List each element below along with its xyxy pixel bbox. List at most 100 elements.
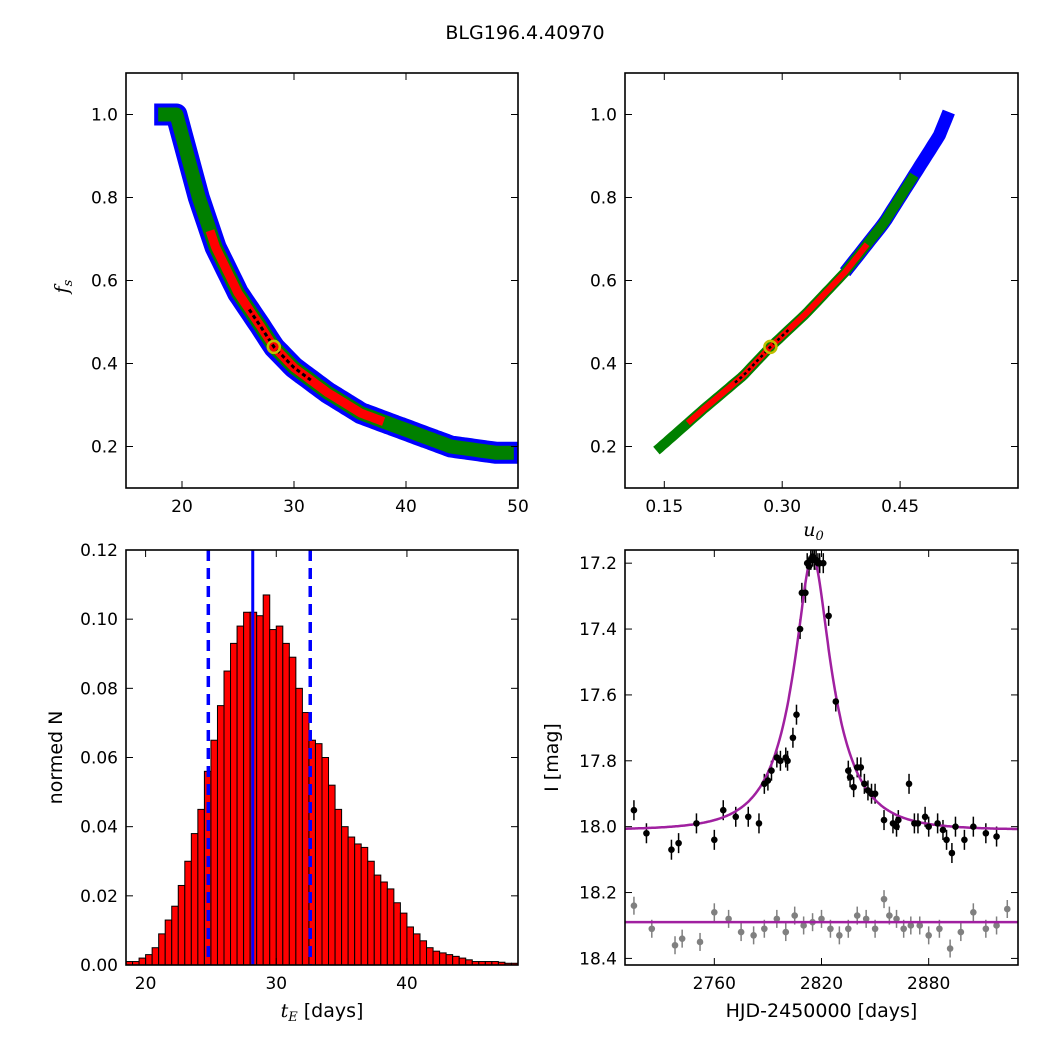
y-tick-label: 1.0: [590, 106, 617, 126]
x-axis-label: tE [days]: [281, 1000, 364, 1025]
data-point: [693, 820, 700, 827]
histogram-bar: [452, 955, 460, 965]
histogram-bar: [223, 670, 232, 965]
data-point: [861, 780, 868, 788]
data-point-secondary: [862, 915, 870, 923]
data-point-secondary: [725, 915, 732, 923]
histogram-bar: [445, 954, 454, 965]
y-axis-label: fs: [51, 279, 76, 295]
posterior-density: [653, 109, 955, 455]
histogram-bar: [295, 687, 303, 965]
histogram-bar: [412, 933, 421, 965]
data-point: [982, 829, 990, 837]
data-point-secondary: [750, 932, 757, 939]
data-point: [777, 757, 784, 765]
data-point-secondary: [957, 928, 965, 936]
data-point: [895, 816, 902, 824]
histogram-bar: [275, 625, 284, 965]
histogram-bar: [288, 656, 297, 965]
data-point-secondary: [916, 922, 924, 929]
y-tick-label: 18.2: [579, 884, 617, 904]
y-tick-label: 18.4: [579, 949, 617, 969]
data-point-secondary: [853, 912, 861, 919]
histogram-bar: [458, 957, 467, 965]
histogram-bar: [145, 954, 153, 965]
data-point-secondary: [711, 909, 718, 916]
y-tick-label: 0.00: [80, 956, 118, 976]
data-point: [793, 711, 800, 718]
data-point: [846, 773, 854, 781]
x-tick-label: 2820: [800, 974, 843, 994]
panel-lightcurve: 2760 2820 2880 17.2 17.4 17.6 17.8 18.0 18.2 18.4…: [541, 549, 1019, 1022]
x-tick-label: 0.30: [763, 497, 801, 517]
data-point: [832, 698, 840, 705]
figure-title: BLG196.4.40970: [445, 22, 605, 44]
histogram-bar: [262, 594, 271, 965]
histogram-bar: [197, 808, 205, 965]
data-point-secondary: [800, 922, 807, 929]
histogram-bar: [243, 611, 251, 965]
y-tick-label: 0.2: [590, 438, 617, 458]
data-point-secondary: [886, 912, 893, 919]
data-point: [993, 833, 1000, 840]
histogram-bar: [301, 712, 310, 965]
x-tick-label: 40: [395, 497, 417, 517]
middle-region: [653, 172, 919, 455]
histogram-bar: [158, 933, 166, 965]
x-tick-label: 20: [171, 497, 193, 517]
y-tick-label: 0.02: [80, 887, 118, 907]
histogram-bar: [269, 629, 277, 965]
data-point-secondary: [696, 938, 704, 946]
x-tick-label: 2760: [693, 974, 736, 994]
data-point-secondary: [827, 925, 834, 933]
data-point: [970, 823, 977, 830]
y-tick-label: 0.4: [590, 355, 617, 375]
data-point-secondary: [982, 925, 990, 933]
histogram-bar: [184, 860, 192, 965]
x-axis-label: HJD-2450000 [days]: [726, 1000, 918, 1022]
data-point: [789, 734, 797, 742]
data-point-secondary: [791, 912, 799, 919]
histogram-bar: [334, 808, 343, 965]
data-point: [732, 813, 740, 821]
x-tick-label: 30: [265, 974, 287, 994]
data-point: [744, 813, 752, 821]
data-point-secondary: [761, 925, 768, 933]
data-point: [784, 757, 791, 765]
x-tick-label: 0.15: [645, 497, 683, 517]
data-point-secondary: [671, 941, 679, 949]
data-point-secondary: [936, 925, 943, 933]
data-point: [905, 780, 913, 788]
histogram-bar: [432, 950, 441, 965]
y-tick-label: 17.8: [579, 752, 617, 772]
data-point: [711, 836, 718, 844]
data-point-secondary: [648, 925, 656, 933]
data-point: [802, 589, 809, 597]
data-point: [755, 820, 763, 827]
best-fit-marker: [763, 339, 778, 355]
y-tick-label: 0.10: [80, 610, 118, 630]
data-point: [925, 823, 932, 830]
histogram-bar: [138, 957, 147, 965]
data-point-secondary: [678, 935, 686, 942]
data-point-secondary: [630, 902, 638, 910]
y-tick-label: 0.8: [91, 189, 118, 209]
histogram-bar: [164, 919, 173, 965]
histogram-bar: [341, 826, 349, 965]
data-point: [914, 820, 922, 827]
y-tick-label: 0.12: [80, 541, 118, 561]
y-tick-label: 0.08: [80, 679, 118, 699]
histogram-bar: [406, 926, 414, 965]
data-point: [934, 820, 941, 827]
panel-fs-vs-tE: 20 30 40 50 0.2 0.4 0.6 0.8 1.0 fs: [51, 72, 529, 517]
y-tick-label: 0.8: [590, 189, 617, 209]
data-point: [880, 816, 888, 824]
data-point: [961, 836, 968, 844]
data-point-secondary: [836, 932, 843, 939]
data-point: [948, 849, 956, 857]
histogram-bar: [386, 888, 395, 965]
data-point: [719, 806, 727, 814]
data-point: [819, 559, 827, 567]
model-curve: [625, 554, 1018, 831]
